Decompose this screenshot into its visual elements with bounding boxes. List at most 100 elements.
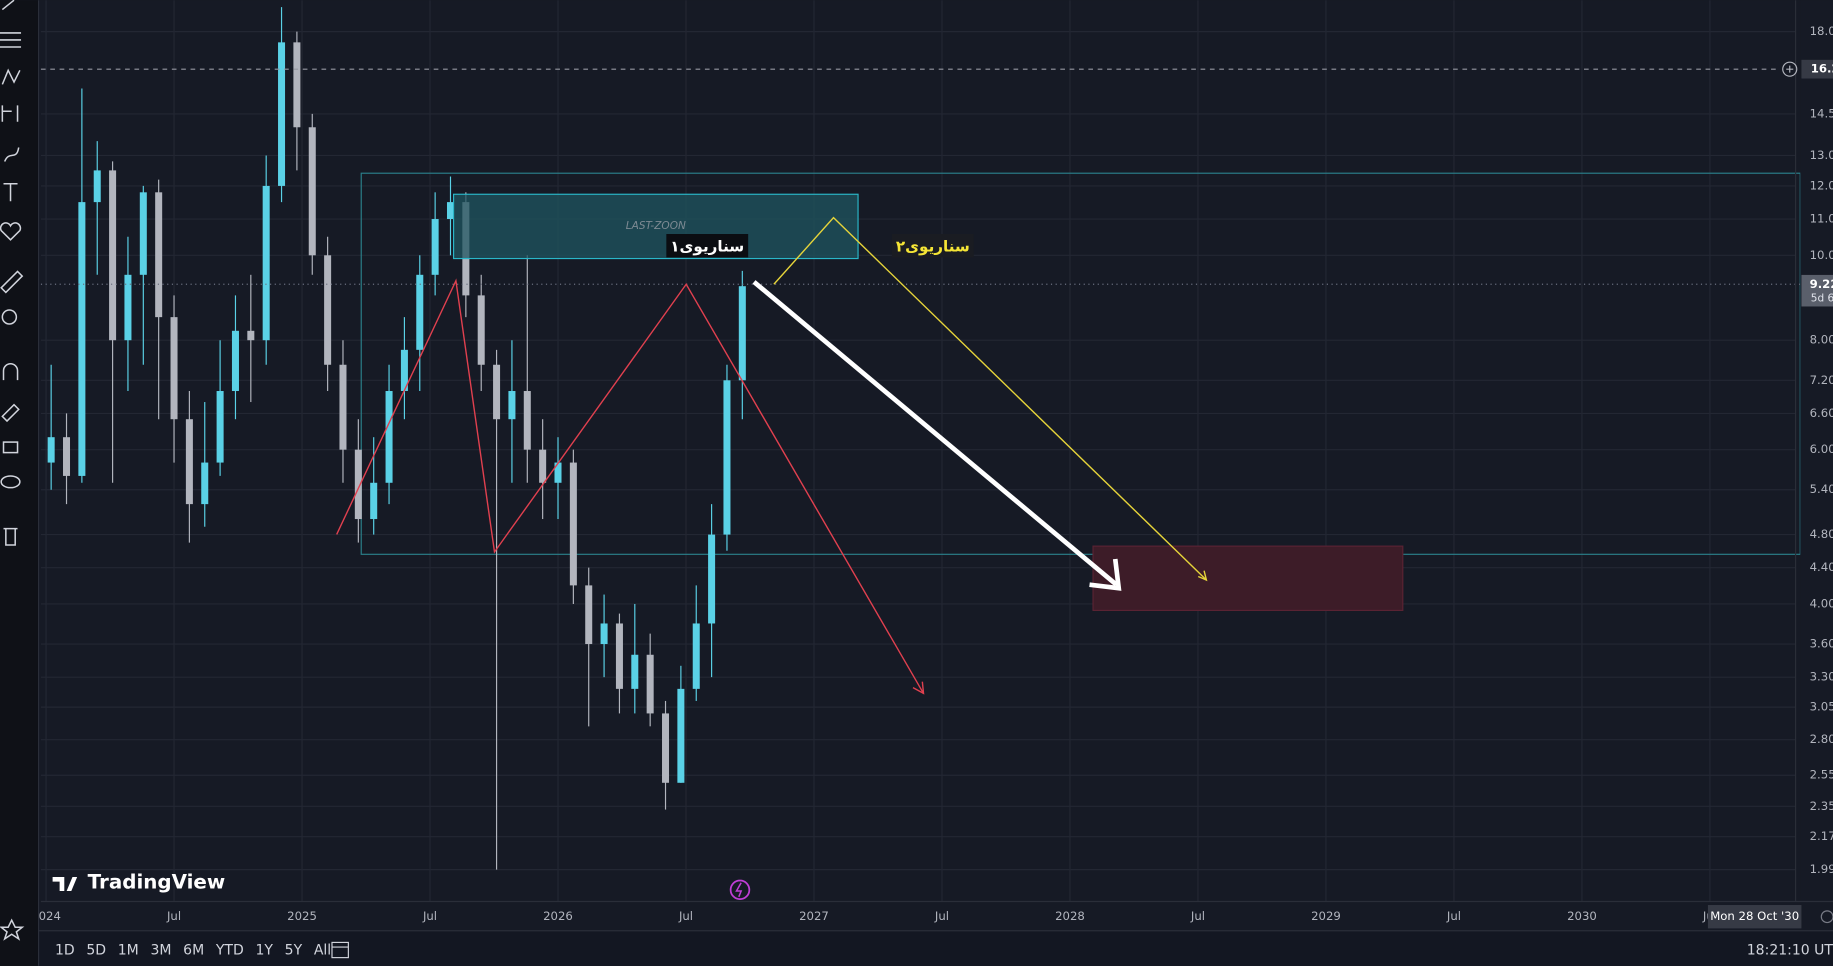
y-tick-label: 2.17 — [1810, 829, 1833, 843]
crosshair-date: Mon 28 Oct '30 — [1710, 909, 1799, 923]
candle-body — [155, 192, 163, 318]
measure-tool[interactable] — [0, 270, 24, 294]
candle-body — [78, 202, 86, 476]
x-tick-label: Jul — [422, 909, 437, 923]
candle-body — [370, 482, 378, 520]
lock-tool[interactable] — [2, 441, 19, 454]
y-tick-label: 4.40 — [1810, 560, 1833, 574]
candle-body — [139, 192, 147, 275]
x-tick-label: 2030 — [1567, 909, 1597, 923]
candle-body — [646, 654, 654, 714]
hide-tool[interactable] — [0, 475, 21, 489]
y-tick-label: 18.00 — [1810, 24, 1833, 38]
timeframe-button[interactable]: 5D — [86, 943, 106, 959]
candle-body — [93, 170, 101, 203]
scenario-1-label[interactable]: سناریوی۱ — [670, 237, 744, 255]
candle-body — [600, 623, 608, 645]
candle-body — [400, 349, 408, 392]
logo[interactable]: TradingView — [88, 870, 226, 893]
candle-body — [170, 317, 178, 420]
prediction-tool[interactable] — [1, 105, 19, 122]
x-tick-label: 2029 — [1311, 909, 1341, 923]
x-tick-label: Jul — [1190, 909, 1205, 923]
y-tick-label: 14.50 — [1810, 106, 1833, 120]
bottom-bar — [0, 930, 1833, 966]
favorites-star[interactable] — [0, 918, 25, 941]
last-price: 9.22 — [1810, 277, 1833, 291]
scenario-2-label[interactable]: سناریوی۲ — [896, 237, 970, 255]
y-tick-label: 4.00 — [1810, 596, 1833, 610]
timeframe-button[interactable]: 1Y — [255, 943, 273, 959]
y-tick-label: 3.30 — [1810, 670, 1833, 684]
lightning-icon[interactable] — [729, 879, 751, 901]
candle-body — [523, 391, 531, 450]
x-tick-label: Jul — [1446, 909, 1461, 923]
candle-body — [416, 274, 424, 350]
settings-icon[interactable] — [1820, 910, 1833, 924]
crosshair-add-button[interactable] — [1782, 61, 1798, 77]
candle-body — [385, 391, 393, 483]
candle-body — [278, 42, 286, 186]
candle-body — [324, 255, 332, 365]
plus-icon — [1786, 65, 1794, 73]
icon-tool[interactable] — [0, 222, 22, 241]
candle-body — [477, 295, 485, 365]
lock-drawing-tool[interactable] — [1, 403, 20, 423]
y-tick-label: 3.05 — [1810, 700, 1833, 714]
y-tick-label: 2.35 — [1810, 799, 1833, 813]
y-tick-label: 11.00 — [1810, 212, 1833, 226]
zone-label: LAST-ZOON — [626, 220, 686, 232]
candle-body — [631, 654, 639, 689]
yellow-path[interactable] — [773, 216, 1207, 581]
white-arrow[interactable] — [752, 280, 1118, 587]
delete-tool[interactable] — [3, 527, 18, 546]
red-path[interactable] — [336, 278, 925, 694]
brush-tool[interactable] — [3, 147, 20, 162]
candle-body — [201, 462, 209, 505]
x-tick-label: 2028 — [1055, 909, 1085, 923]
magnet-tool[interactable] — [2, 363, 19, 381]
date-range-icon[interactable] — [331, 941, 349, 959]
timeframe-button[interactable]: YTD — [215, 943, 244, 959]
candle-body — [339, 364, 347, 450]
candle-body — [231, 330, 239, 392]
x-tick-label: 2026 — [543, 909, 573, 923]
timeframe-button[interactable]: 3M — [150, 943, 171, 959]
y-tick-label: 8.00 — [1810, 333, 1833, 347]
trend-tool[interactable] — [1, 0, 15, 11]
yellow-arrowhead — [1197, 570, 1208, 582]
timeframe-button[interactable]: 1D — [55, 943, 75, 959]
timeframe-button[interactable]: 6M — [183, 943, 204, 959]
candle-body — [723, 380, 731, 535]
timeframe-button[interactable]: 1M — [118, 943, 139, 959]
x-tick-label: Jul — [678, 909, 693, 923]
candle-body — [247, 330, 255, 341]
x-tick-label: Jul — [166, 909, 181, 923]
last-zone-box[interactable] — [452, 193, 859, 260]
y-tick-label: 4.80 — [1810, 527, 1833, 541]
candle-body — [738, 286, 746, 381]
timeframe-button[interactable]: 5Y — [285, 943, 303, 959]
text-tool[interactable] — [3, 182, 18, 202]
candle-body — [615, 623, 623, 689]
candle-body — [109, 170, 117, 341]
candle-body — [262, 185, 270, 341]
y-tick-label: 2.80 — [1810, 732, 1833, 746]
y-tick-label: 7.20 — [1810, 373, 1833, 387]
x-tick-label: 2027 — [799, 909, 829, 923]
y-tick-label: 3.60 — [1810, 637, 1833, 651]
scenario-2-bg — [891, 234, 974, 258]
candle-body — [677, 688, 685, 783]
x-tick-label: Jul — [934, 909, 949, 923]
zoom-tool[interactable] — [1, 309, 18, 325]
fib-tool[interactable] — [0, 32, 22, 48]
y-tick-label: 12.00 — [1810, 178, 1833, 192]
candle-body — [569, 462, 577, 586]
target-zone[interactable] — [1092, 545, 1404, 612]
timeframe-button[interactable]: All — [314, 943, 331, 959]
candle-body — [692, 623, 700, 689]
pattern-tool[interactable] — [1, 68, 21, 85]
candle-body — [493, 364, 501, 420]
y-tick-label: 5.40 — [1810, 482, 1833, 496]
